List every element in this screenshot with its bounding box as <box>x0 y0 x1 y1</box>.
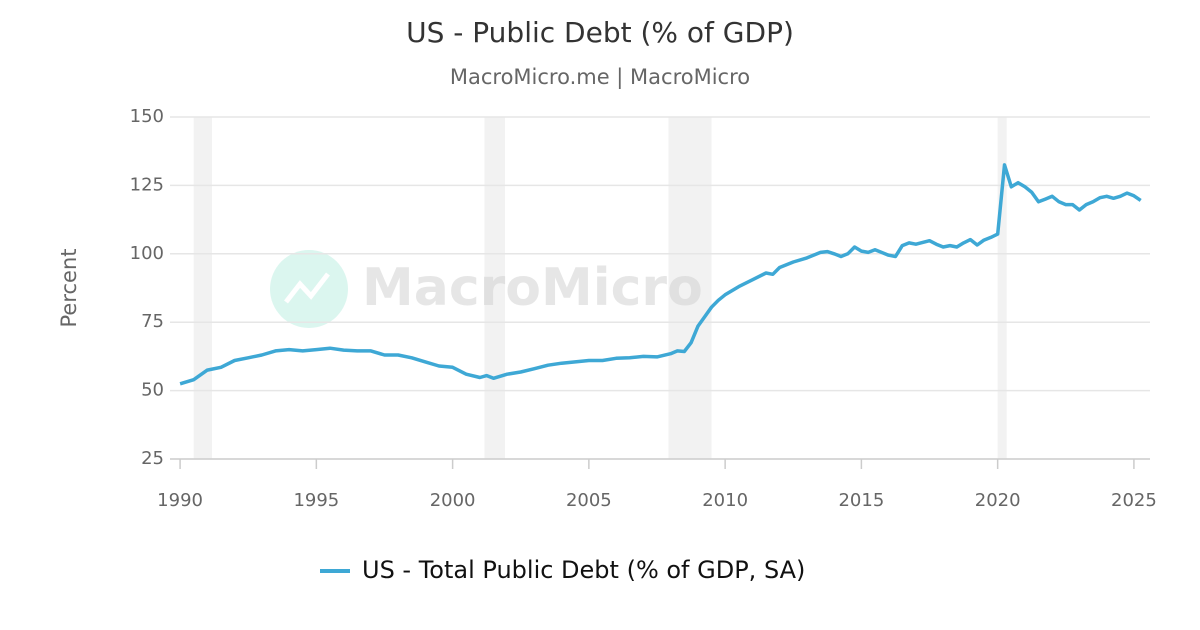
x-tick-label: 2015 <box>838 490 884 511</box>
y-tick-label: 125 <box>130 174 164 195</box>
x-tick-label: 2005 <box>566 490 612 511</box>
chart-subtitle: MacroMicro.me | MacroMicro <box>450 65 750 90</box>
chart-title: US - Public Debt (% of GDP) <box>406 16 794 49</box>
x-tick-label: 2025 <box>1111 490 1157 511</box>
y-tick-label: 150 <box>130 106 164 127</box>
y-tick-label: 50 <box>141 380 164 401</box>
recession-band <box>193 117 212 459</box>
y-axis-label: Percent <box>57 248 81 327</box>
watermark: MacroMicro <box>270 250 703 328</box>
x-tick-label: 2020 <box>975 490 1021 511</box>
y-tick-label: 25 <box>141 448 164 469</box>
watermark-icon-line <box>284 272 330 304</box>
x-tick-label: 1995 <box>293 490 339 511</box>
x-tick-label: 2000 <box>430 490 476 511</box>
legend-label: US - Total Public Debt (% of GDP, SA) <box>362 556 805 584</box>
recession-band <box>668 117 712 459</box>
recession-band <box>997 117 1007 459</box>
x-tick-label: 2010 <box>702 490 748 511</box>
watermark-text: MacroMicro <box>362 258 703 318</box>
y-tick-label: 100 <box>130 243 164 264</box>
y-tick-label: 75 <box>141 311 164 332</box>
watermark-icon <box>270 250 348 328</box>
recession-band <box>484 117 505 459</box>
series-line <box>179 163 1142 386</box>
x-tick-label: 1990 <box>157 490 203 511</box>
